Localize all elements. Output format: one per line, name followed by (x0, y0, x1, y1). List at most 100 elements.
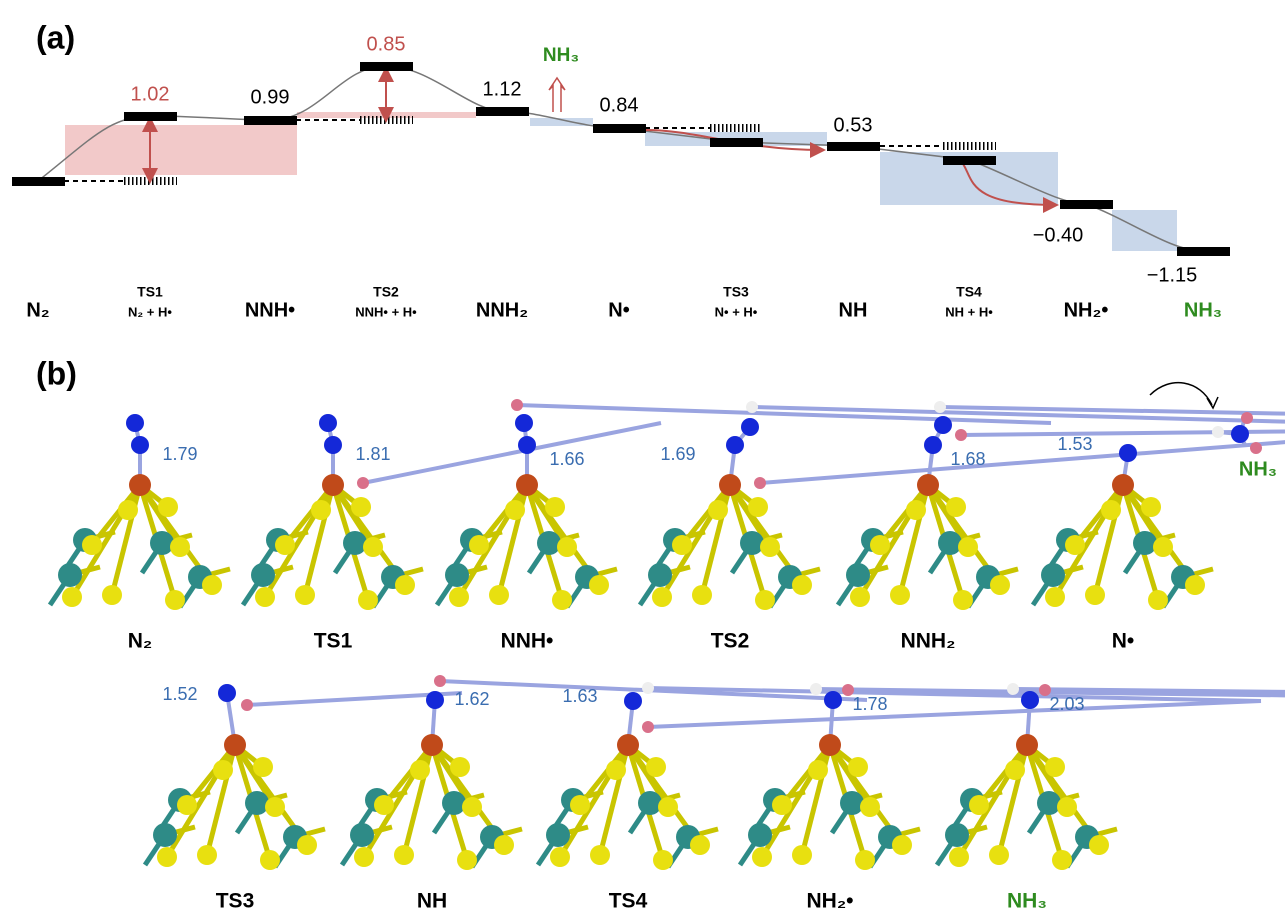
bond (648, 701, 1261, 727)
structure-label: NNH• (501, 630, 554, 653)
atom (840, 791, 864, 815)
structure-label: NH₂• (806, 890, 853, 913)
atom (394, 845, 414, 865)
atom (374, 795, 394, 815)
energy-level (710, 138, 763, 147)
atom (748, 823, 772, 847)
bond-length: 2.03 (1049, 694, 1084, 714)
atom (848, 757, 868, 777)
level-sublabel: NNH• + H• (355, 304, 417, 319)
structure-label: N• (1112, 630, 1135, 653)
atom (165, 590, 185, 610)
bond-length: 1.69 (660, 444, 695, 464)
energy-level (12, 177, 65, 186)
atom (1119, 444, 1137, 462)
atom (648, 563, 672, 587)
atom (489, 585, 509, 605)
atom (157, 847, 177, 867)
atom (1085, 585, 1105, 605)
atom (642, 721, 654, 733)
level-sublabel: NH + H• (945, 304, 993, 319)
atom (672, 535, 692, 555)
atom (395, 575, 415, 595)
atom (421, 734, 443, 756)
atom (624, 692, 642, 710)
atom (213, 760, 233, 780)
atom (792, 845, 812, 865)
atom (150, 531, 174, 555)
atom (1148, 590, 1168, 610)
atom (218, 684, 236, 702)
energy-level (1060, 200, 1113, 209)
atom (516, 474, 538, 496)
atom (511, 399, 523, 411)
atom (989, 845, 1009, 865)
atom (158, 497, 178, 517)
atom (450, 757, 470, 777)
level-label: TS4 (956, 284, 982, 300)
atom (1052, 850, 1072, 870)
atom (924, 436, 942, 454)
atom (426, 691, 444, 709)
atom (1089, 835, 1109, 855)
atom (58, 563, 82, 587)
atom (434, 675, 446, 687)
panel-label: (a) (36, 19, 75, 55)
atom (1037, 791, 1061, 815)
atom (938, 531, 962, 555)
atom (824, 691, 842, 709)
atom (590, 845, 610, 865)
atom (462, 797, 482, 817)
atom (1041, 563, 1065, 587)
atom (1212, 426, 1224, 438)
atom (934, 401, 946, 413)
atom (129, 474, 151, 496)
bond-length: 1.63 (562, 686, 597, 706)
bond-length: 1.62 (454, 689, 489, 709)
atom (953, 590, 973, 610)
level-label: TS1 (137, 284, 163, 300)
atom (245, 791, 269, 815)
atom (906, 500, 926, 520)
atom (760, 537, 780, 557)
atom (1231, 425, 1249, 443)
atom (752, 847, 772, 867)
level-label: N• (608, 299, 629, 321)
atom (772, 795, 792, 815)
energy-level (360, 62, 413, 71)
energy-value: 0.53 (834, 114, 873, 136)
structure (1033, 444, 1213, 610)
atom (1057, 797, 1077, 817)
energy-level (244, 116, 297, 125)
atom (350, 823, 374, 847)
atom (297, 835, 317, 855)
atom (410, 760, 430, 780)
atom (658, 797, 678, 817)
structure-label: TS4 (609, 890, 648, 913)
atom (1021, 691, 1039, 709)
atom (357, 477, 369, 489)
atom (295, 585, 315, 605)
atom (324, 436, 342, 454)
atom (990, 575, 1010, 595)
energy-value: 0.84 (600, 94, 639, 116)
atom (653, 850, 673, 870)
atom (126, 414, 144, 432)
atom (1065, 535, 1085, 555)
atom (177, 795, 197, 815)
atom (255, 587, 275, 607)
structure-label: NNH₂ (901, 630, 956, 653)
bond-length: 1.68 (950, 449, 985, 469)
level-label: N₂ (26, 299, 49, 321)
atom (546, 823, 570, 847)
level-sublabel: N• + H• (715, 304, 758, 319)
release-curve (1150, 383, 1212, 405)
atom (606, 760, 626, 780)
atom (515, 414, 533, 432)
atom (917, 474, 939, 496)
atom (170, 537, 190, 557)
atom (955, 429, 967, 441)
bond-length: 1.81 (355, 444, 390, 464)
level-label: TS3 (723, 284, 749, 300)
atom (638, 791, 662, 815)
